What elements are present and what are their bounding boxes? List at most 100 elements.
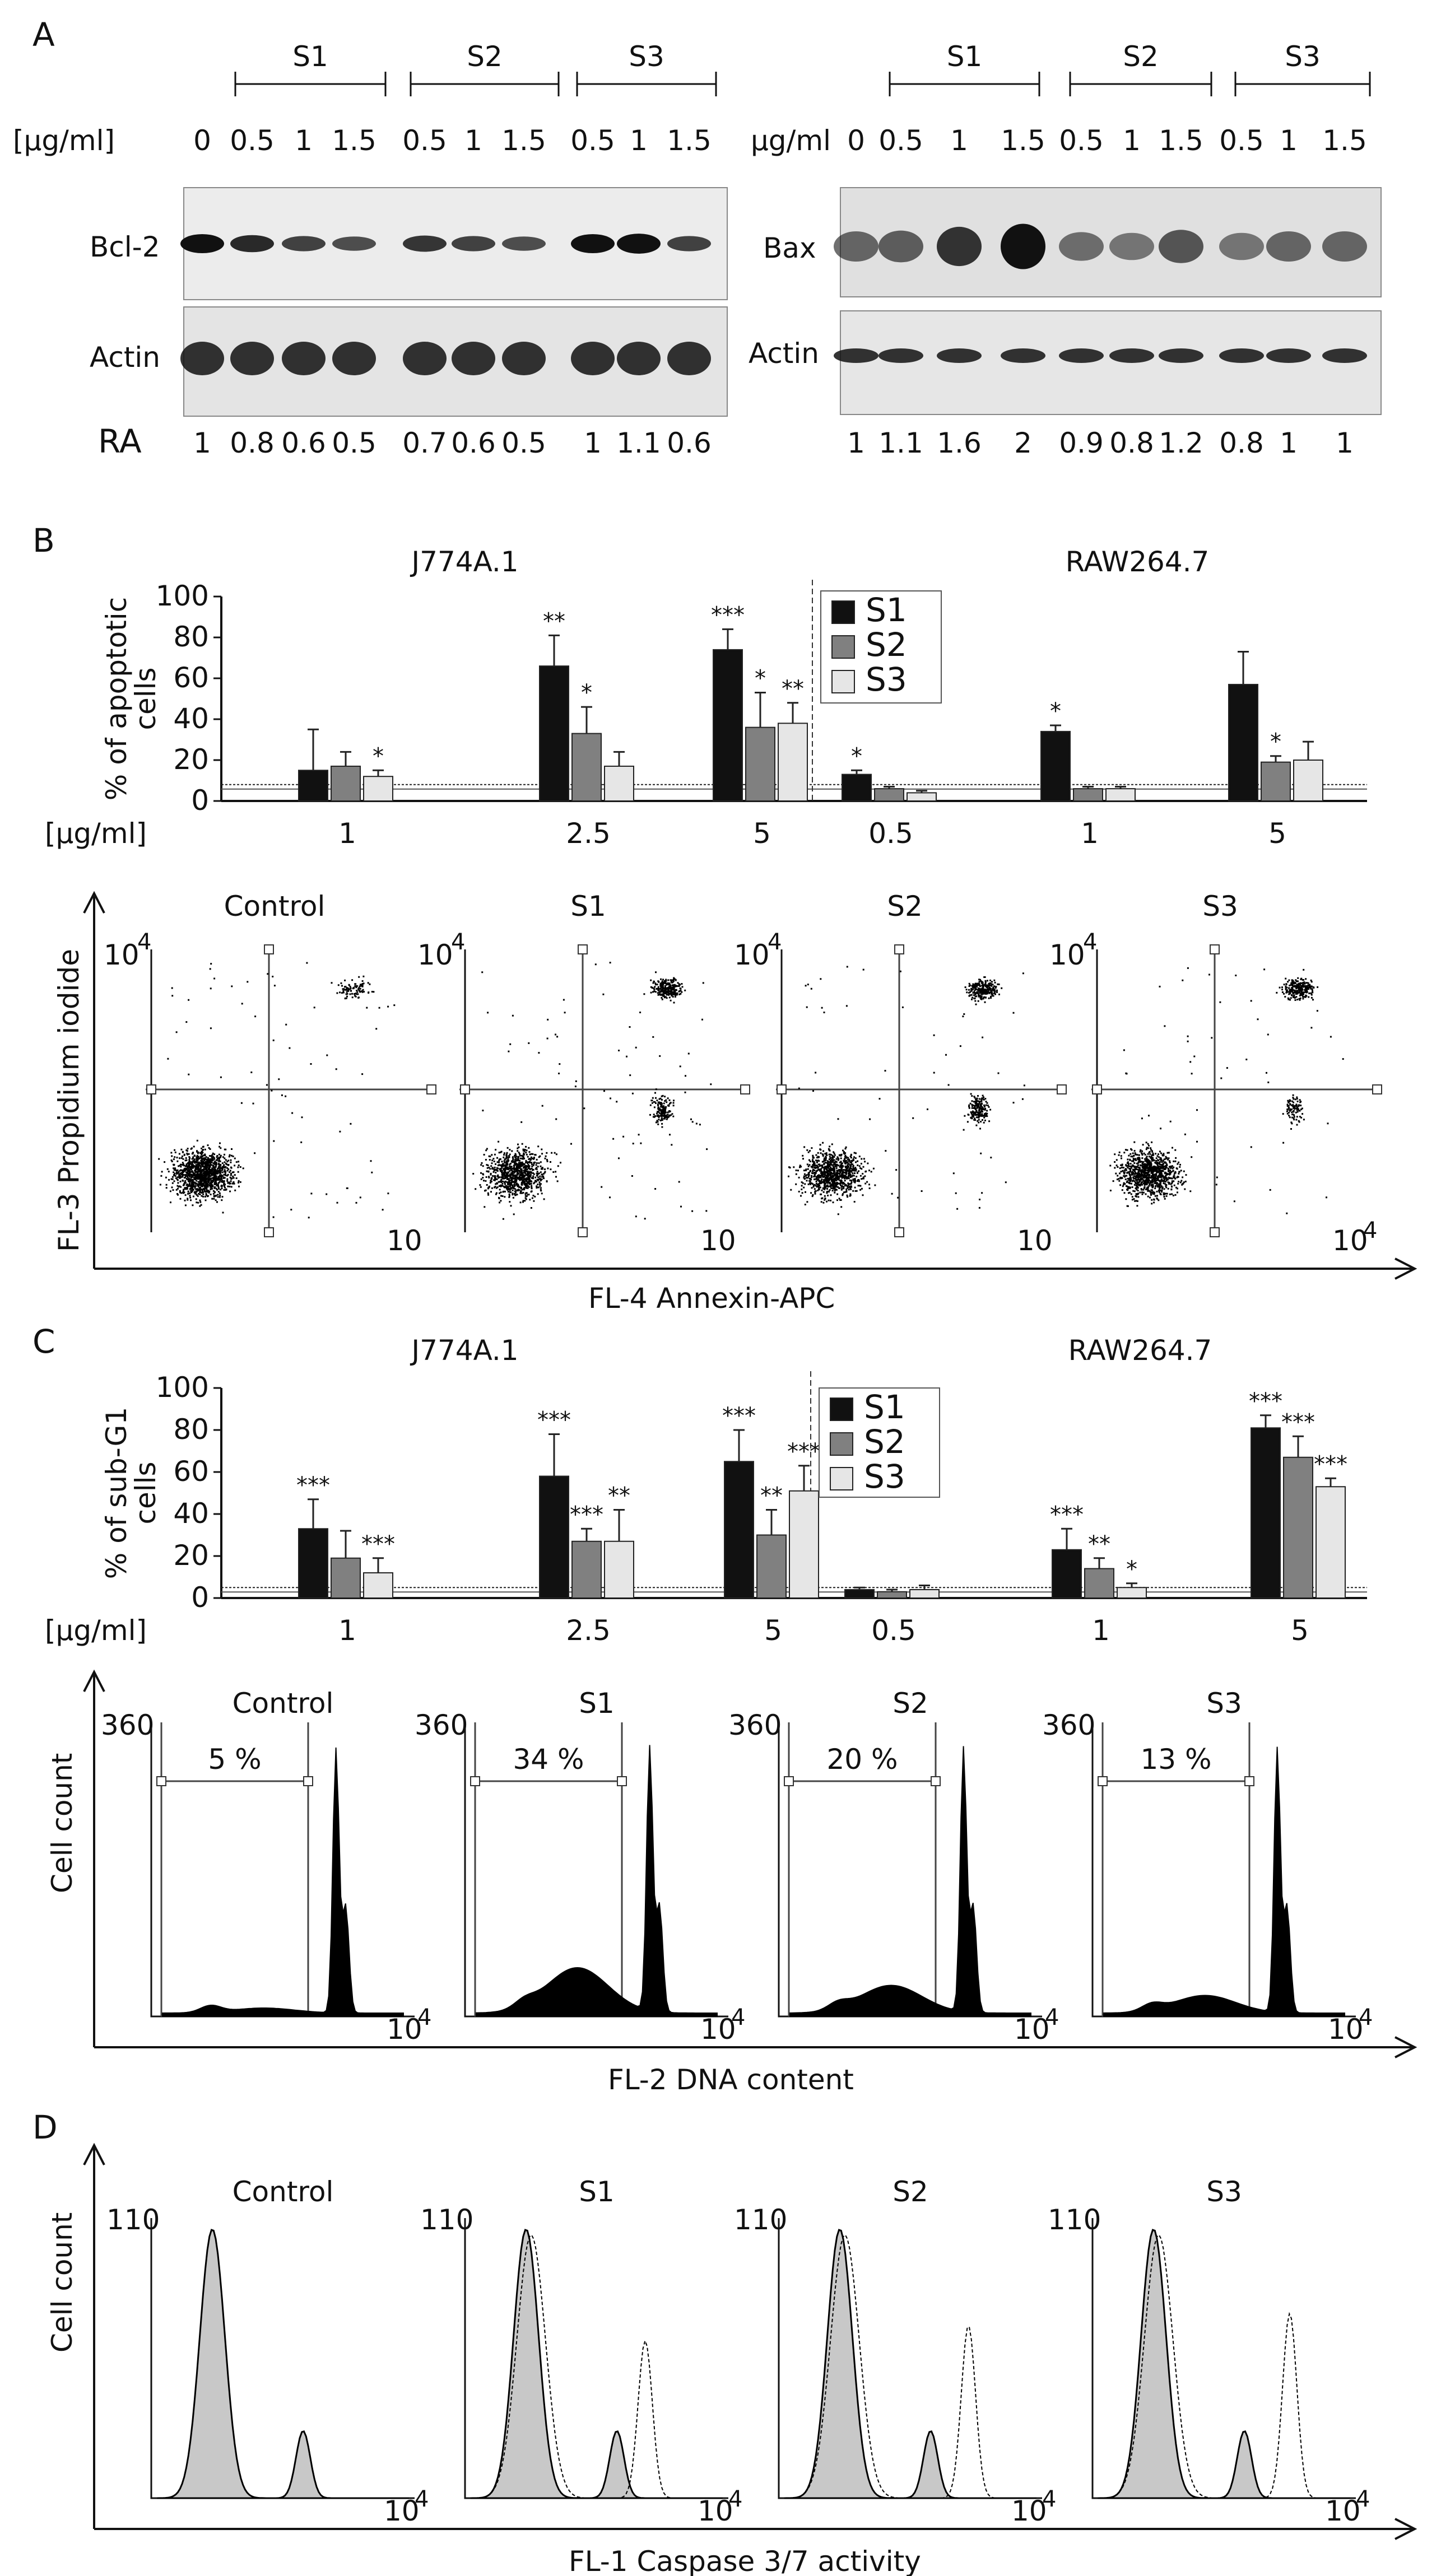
group-label: S2: [1123, 40, 1159, 73]
y-tick-label: 40: [173, 702, 209, 735]
band-actin: [617, 342, 661, 375]
conc-value: 0: [193, 124, 211, 157]
ra-value: 0.5: [501, 427, 546, 459]
flow-d-xmax-exp: 4: [1042, 2486, 1056, 2512]
legend-swatch-s1: [831, 600, 855, 624]
error-bar: [798, 1465, 810, 1491]
band-target: [282, 236, 326, 251]
y-axis-label: % of apoptotic: [100, 597, 133, 800]
flow-c-ymax: 360: [1042, 1709, 1095, 1741]
flow-d-xmax: 10: [1325, 2495, 1361, 2527]
band-actin: [571, 342, 615, 375]
gate-handle: [470, 1776, 480, 1786]
bar-s2: [571, 733, 602, 802]
flow-b-xlabel: FL-4 Annexin-APC: [588, 1282, 835, 1315]
row-label-actin-right: Actin: [749, 337, 819, 370]
group-label: S1: [292, 40, 328, 73]
bar-s1: [842, 774, 872, 802]
error-bar: [1238, 651, 1249, 684]
flow-d-xlabel: FL-1 Caspase 3/7 activity: [569, 2545, 921, 2576]
y-axis-label: % of sub-G1: [100, 1407, 133, 1579]
category-label: 5: [1291, 1614, 1309, 1647]
category-label: 2.5: [566, 817, 611, 850]
group-label: S3: [1285, 40, 1321, 73]
band-target: [1059, 232, 1104, 261]
significance-stars: ***: [711, 602, 745, 628]
category-label: 5: [1268, 817, 1286, 850]
category-label: 5: [753, 817, 771, 850]
significance-stars: ***: [361, 1531, 395, 1557]
ra-value: 1: [584, 427, 602, 459]
legend-swatch-s2: [830, 1432, 853, 1456]
band-actin: [230, 342, 274, 375]
significance-stars: *: [1050, 698, 1061, 724]
band-target: [571, 234, 615, 253]
significance-stars: *: [373, 743, 384, 769]
panel-label-b: B: [32, 521, 55, 560]
western-blot-bax: µg/ml Bax Actin S1 S2 S3 0 0.5 1 1.5 0.5 1 1.5 0.5…: [749, 40, 1382, 459]
subg1-gate: [1101, 1722, 1251, 2016]
flow-b-title: Control: [224, 890, 326, 923]
group-bracket: [1234, 72, 1371, 96]
band-actin: [1322, 348, 1367, 363]
band-target: [937, 226, 982, 267]
flow-c-title: S2: [893, 1687, 928, 1720]
bar-s3: [1105, 788, 1136, 802]
bar-s3: [907, 792, 937, 802]
category-label: 1: [1081, 817, 1099, 850]
gate-handle: [156, 1776, 166, 1786]
conc-label-left: [µg/ml]: [13, 124, 115, 157]
ra-value: 1.6: [937, 427, 982, 459]
y-tick-label: 100: [156, 1371, 209, 1404]
error-bar: [581, 1527, 592, 1541]
significance-stars: **: [760, 1483, 783, 1509]
ra-value: 0.8: [1109, 427, 1154, 459]
error-bar: [373, 769, 384, 777]
significance-stars: ***: [570, 1502, 603, 1527]
significance-stars: ***: [1249, 1389, 1282, 1414]
significance-stars: ***: [1050, 1502, 1084, 1527]
bar-s1: [724, 1461, 754, 1599]
gate-handle: [303, 1776, 313, 1786]
ra-value: 0.6: [451, 427, 496, 459]
band-target: [452, 236, 495, 251]
band-target: [1219, 232, 1264, 260]
group-bracket: [576, 72, 717, 96]
significance-stars: ***: [722, 1403, 756, 1429]
dna-histogram: [476, 1745, 718, 2017]
x-axis-arrow-d: [94, 2518, 1417, 2540]
flow-c-xlabel: FL-2 DNA content: [608, 2063, 854, 2096]
flow-b-title: S1: [570, 890, 606, 923]
flow-d-xmax-exp: 4: [415, 2486, 429, 2512]
ra-value: 0.5: [332, 427, 376, 459]
error-bar: [1094, 1557, 1105, 1569]
error-bar: [1050, 724, 1061, 732]
significance-stars: *: [581, 680, 592, 706]
bar-s1: [298, 1528, 328, 1599]
flow-d-title: Control: [233, 2176, 334, 2208]
group-label: S1: [947, 40, 983, 73]
cell-line-title: RAW264.7: [1066, 546, 1210, 578]
treated-histogram: [784, 2234, 1036, 2499]
error-bar: [1082, 785, 1094, 789]
bar-s3: [363, 776, 393, 802]
y-axis-arrow-c: [83, 1669, 105, 2047]
error-bar: [886, 1589, 898, 1592]
event-dots: [788, 966, 1025, 1215]
histogram-axis: [778, 1722, 1042, 2018]
gate-handle: [1372, 1084, 1382, 1094]
band-actin: [1001, 348, 1045, 363]
group-label: S2: [467, 40, 503, 73]
ra-value: 0.9: [1059, 427, 1104, 459]
flow-c-ylabel: Cell count: [46, 1753, 78, 1893]
significance-stars: **: [543, 608, 565, 634]
y-tick-label: 20: [173, 1539, 209, 1572]
flow-cytometry-dna: Cell count FL-2 DNA content Control 360 10…: [46, 1669, 1417, 2096]
error-bar: [1115, 785, 1126, 789]
gate-handle: [894, 944, 904, 954]
row-label-actin-left: Actin: [90, 341, 160, 374]
gate-handle: [1244, 1776, 1254, 1786]
gate-handle: [740, 1084, 750, 1094]
bar-s1: [844, 1589, 875, 1599]
bar-s3: [778, 723, 808, 802]
